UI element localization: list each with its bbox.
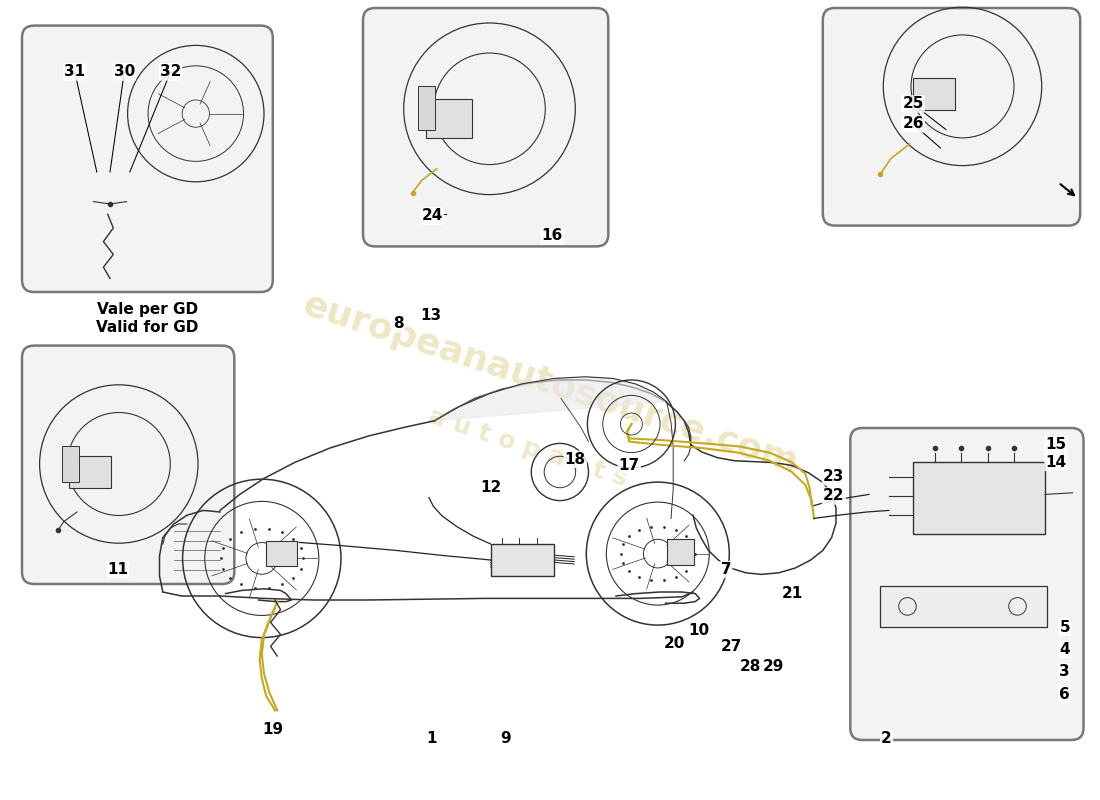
Text: 23: 23 (823, 470, 845, 484)
Bar (266, 541, 297, 566)
Text: 26: 26 (902, 117, 924, 131)
Text: 25: 25 (902, 97, 924, 111)
Text: 10: 10 (688, 623, 710, 638)
Text: 13: 13 (420, 309, 442, 323)
Bar (913, 462, 1045, 534)
Text: 4: 4 (1059, 642, 1070, 657)
Text: europeanautosource.com: europeanautosource.com (298, 288, 802, 480)
Text: Vale per GD
Valid for GD: Vale per GD Valid for GD (96, 302, 199, 334)
Bar (426, 99, 472, 138)
Text: 30: 30 (113, 65, 135, 79)
Text: 21: 21 (781, 586, 803, 601)
FancyBboxPatch shape (22, 346, 234, 584)
FancyBboxPatch shape (850, 428, 1084, 740)
Text: 15: 15 (1045, 438, 1067, 452)
Text: 28: 28 (739, 659, 761, 674)
Text: 27: 27 (720, 639, 742, 654)
Polygon shape (434, 377, 667, 421)
Bar (880, 586, 1047, 627)
Text: 9: 9 (500, 731, 512, 746)
Text: 24: 24 (421, 209, 443, 223)
Text: a u t o p a r t s: a u t o p a r t s (426, 405, 630, 491)
FancyBboxPatch shape (823, 8, 1080, 226)
Text: 8: 8 (393, 317, 404, 331)
Text: 18: 18 (564, 452, 586, 466)
Text: 32: 32 (160, 65, 182, 79)
Text: 19: 19 (262, 722, 284, 737)
FancyBboxPatch shape (22, 26, 273, 292)
Text: 16: 16 (541, 229, 563, 243)
Text: 5: 5 (1059, 620, 1070, 634)
Text: 31: 31 (64, 65, 86, 79)
Text: 11: 11 (107, 562, 129, 577)
Text: 1: 1 (426, 731, 437, 746)
FancyBboxPatch shape (363, 8, 608, 246)
Text: 22: 22 (823, 489, 845, 503)
Text: 20: 20 (663, 637, 685, 651)
Bar (491, 544, 554, 576)
Text: 7: 7 (720, 562, 732, 577)
Text: 3: 3 (1059, 665, 1070, 679)
Text: 14: 14 (1045, 455, 1067, 470)
Text: 6: 6 (1059, 687, 1070, 702)
Bar (667, 539, 694, 565)
Bar (913, 78, 955, 110)
Text: 17: 17 (618, 458, 640, 473)
Text: 29: 29 (762, 659, 784, 674)
Bar (418, 86, 434, 130)
Text: 2: 2 (881, 731, 892, 746)
Text: 12: 12 (480, 481, 502, 495)
Bar (69, 456, 111, 488)
Bar (62, 446, 79, 482)
